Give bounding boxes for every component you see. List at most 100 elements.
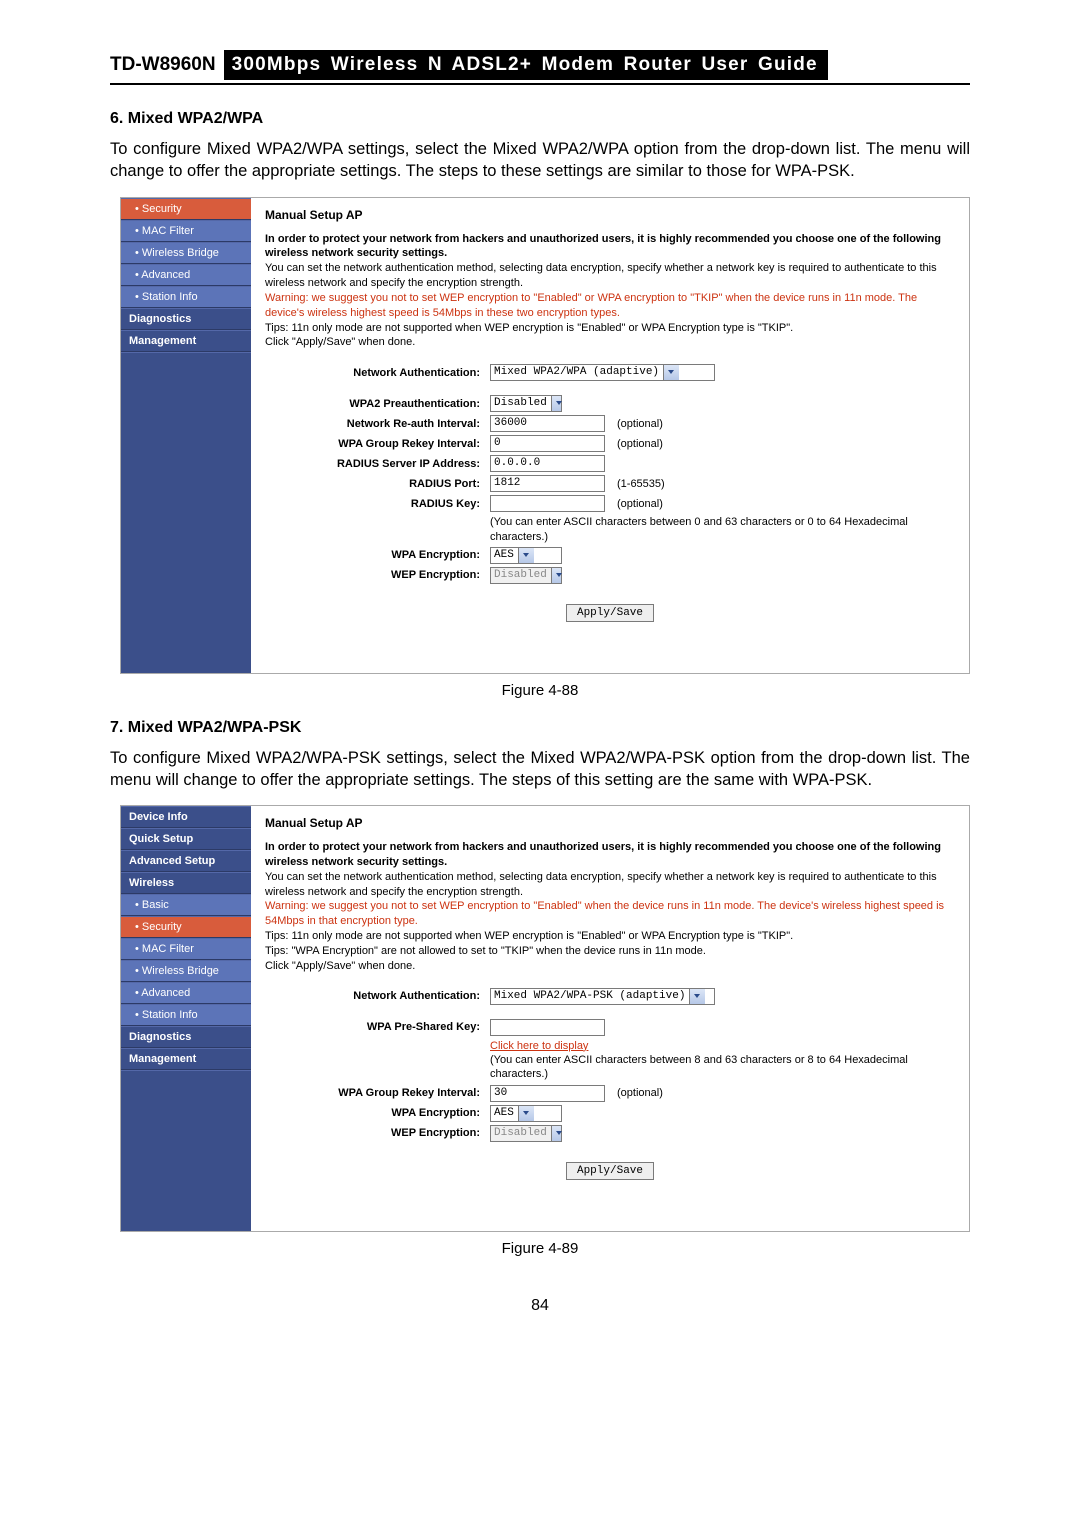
fig89-wep-enc-label: WEP Encryption: [265, 1127, 490, 1139]
sidebar-item[interactable]: Management [121, 1048, 251, 1070]
fig88-radius-ip-label: RADIUS Server IP Address: [265, 458, 490, 470]
fig88-net-auth-label: Network Authentication: [265, 367, 490, 379]
chevron-down-icon [551, 396, 561, 411]
fig88-wep-enc-select: Disabled [490, 567, 562, 584]
fig89-intro: In order to protect your network from ha… [265, 840, 955, 974]
sidebar-item[interactable]: Advanced Setup [121, 850, 251, 872]
fig89-wpa-enc-value: AES [494, 1106, 514, 1121]
sidebar-item[interactable]: • Security [121, 198, 251, 220]
fig88-net-auth-value: Mixed WPA2/WPA (adaptive) [494, 365, 659, 380]
section-7-paragraph: To configure Mixed WPA2/WPA-PSK settings… [110, 747, 970, 792]
sidebar-item[interactable]: • Advanced [121, 264, 251, 286]
sidebar-item[interactable]: Wireless [121, 872, 251, 894]
fig89-wep-enc-select: Disabled [490, 1125, 562, 1142]
fig89-title: Manual Setup AP [265, 816, 955, 830]
fig88-preauth-value: Disabled [494, 396, 547, 411]
sidebar-item[interactable]: Quick Setup [121, 828, 251, 850]
fig89-wpa-enc-label: WPA Encryption: [265, 1107, 490, 1119]
fig88-radius-port-label: RADIUS Port: [265, 478, 490, 490]
fig88-intro-line2: You can set the network authentication m… [265, 262, 937, 289]
fig88-wpa-enc-select[interactable]: AES [490, 547, 562, 564]
fig88-radius-port-input[interactable]: 1812 [490, 475, 605, 492]
fig88-radius-port-note: (1-65535) [617, 478, 665, 490]
fig89-sidebar: Device InfoQuick SetupAdvanced SetupWire… [121, 806, 251, 1231]
fig89-net-auth-select[interactable]: Mixed WPA2/WPA-PSK (adaptive) [490, 988, 715, 1005]
section-6-paragraph: To configure Mixed WPA2/WPA settings, se… [110, 138, 970, 183]
figure-4-89: Device InfoQuick SetupAdvanced SetupWire… [120, 805, 970, 1232]
fig88-reauth-input[interactable]: 36000 [490, 415, 605, 432]
chevron-down-icon [689, 989, 705, 1004]
fig88-radius-key-input[interactable] [490, 495, 605, 512]
sidebar-item[interactable]: • Basic [121, 894, 251, 916]
model-number: TD-W8960N [110, 50, 224, 80]
fig88-preauth-select[interactable]: Disabled [490, 395, 562, 412]
fig88-net-auth-select[interactable]: Mixed WPA2/WPA (adaptive) [490, 364, 715, 381]
chevron-down-icon [518, 1106, 534, 1121]
figure-4-88-caption: Figure 4-88 [110, 682, 970, 699]
sidebar-item[interactable]: • Security [121, 916, 251, 938]
fig89-wpa-enc-select[interactable]: AES [490, 1105, 562, 1122]
sidebar-item[interactable]: • Wireless Bridge [121, 242, 251, 264]
fig88-radius-key-hint: (You can enter ASCII characters between … [490, 515, 955, 544]
fig89-psk-hint: (You can enter ASCII characters between … [490, 1054, 908, 1080]
fig89-psk-display-link[interactable]: Click here to display [490, 1040, 588, 1052]
fig88-intro-warning: Warning: we suggest you not to set WEP e… [265, 292, 917, 319]
fig88-reauth-label: Network Re-auth Interval: [265, 418, 490, 430]
fig88-apply-save-button[interactable]: Apply/Save [566, 604, 654, 622]
fig88-radius-key-label: RADIUS Key: [265, 498, 490, 510]
fig89-intro-tips2: Tips: "WPA Encryption" are not allowed t… [265, 945, 706, 957]
sidebar-item[interactable]: Device Info [121, 806, 251, 828]
section-6-heading: 6. Mixed WPA2/WPA [110, 110, 970, 128]
fig88-sidebar: • Security• MAC Filter• Wireless Bridge•… [121, 198, 251, 673]
sidebar-item[interactable]: Diagnostics [121, 1026, 251, 1048]
chevron-down-icon [551, 1126, 561, 1141]
fig88-rekey-input[interactable]: 0 [490, 435, 605, 452]
fig88-radius-key-note: (optional) [617, 498, 663, 510]
fig88-wpa-enc-value: AES [494, 548, 514, 563]
fig88-intro-tips: Tips: 11n only mode are not supported wh… [265, 322, 793, 334]
fig88-wpa-enc-label: WPA Encryption: [265, 549, 490, 561]
fig88-preauth-label: WPA2 Preauthentication: [265, 398, 490, 410]
sidebar-item[interactable]: Diagnostics [121, 308, 251, 330]
fig89-wep-enc-value: Disabled [494, 1126, 547, 1141]
fig89-rekey-input[interactable]: 30 [490, 1085, 605, 1102]
fig88-wep-enc-label: WEP Encryption: [265, 569, 490, 581]
page-number: 84 [110, 1297, 970, 1315]
section-7-heading: 7. Mixed WPA2/WPA-PSK [110, 719, 970, 737]
figure-4-88: • Security• MAC Filter• Wireless Bridge•… [120, 197, 970, 674]
fig88-rekey-note: (optional) [617, 438, 663, 450]
fig89-net-auth-label: Network Authentication: [265, 990, 490, 1002]
fig88-wep-enc-value: Disabled [494, 568, 547, 583]
fig88-reauth-note: (optional) [617, 418, 663, 430]
fig89-rekey-note: (optional) [617, 1087, 663, 1099]
fig88-intro-bold: In order to protect your network from ha… [265, 233, 941, 260]
sidebar-item[interactable]: • Station Info [121, 1004, 251, 1026]
guide-title: 300Mbps Wireless N ADSL2+ Modem Router U… [224, 50, 828, 80]
fig89-intro-click: Click "Apply/Save" when done. [265, 960, 415, 972]
fig89-psk-input[interactable] [490, 1019, 605, 1036]
fig89-intro-bold: In order to protect your network from ha… [265, 841, 941, 868]
fig89-net-auth-value: Mixed WPA2/WPA-PSK (adaptive) [494, 989, 685, 1004]
fig89-apply-save-button[interactable]: Apply/Save [566, 1162, 654, 1180]
sidebar-item[interactable]: Management [121, 330, 251, 352]
sidebar-item[interactable]: • MAC Filter [121, 938, 251, 960]
figure-4-89-caption: Figure 4-89 [110, 1240, 970, 1257]
fig88-radius-ip-input[interactable]: 0.0.0.0 [490, 455, 605, 472]
sidebar-item[interactable]: • Advanced [121, 982, 251, 1004]
chevron-down-icon [518, 548, 534, 563]
chevron-down-icon [663, 365, 679, 380]
sidebar-item[interactable]: • MAC Filter [121, 220, 251, 242]
fig88-intro-click: Click "Apply/Save" when done. [265, 336, 415, 348]
fig89-intro-tips1: Tips: 11n only mode are not supported wh… [265, 930, 793, 942]
fig89-intro-warning: Warning: we suggest you not to set WEP e… [265, 900, 944, 927]
fig89-rekey-label: WPA Group Rekey Interval: [265, 1087, 490, 1099]
sidebar-item[interactable]: • Wireless Bridge [121, 960, 251, 982]
page-header: TD-W8960N 300Mbps Wireless N ADSL2+ Mode… [110, 50, 970, 85]
fig88-title: Manual Setup AP [265, 208, 955, 222]
chevron-down-icon [551, 568, 561, 583]
fig89-psk-label: WPA Pre-Shared Key: [265, 1021, 490, 1033]
fig88-rekey-label: WPA Group Rekey Interval: [265, 438, 490, 450]
fig88-intro: In order to protect your network from ha… [265, 232, 955, 351]
sidebar-item[interactable]: • Station Info [121, 286, 251, 308]
fig89-intro-line2: You can set the network authentication m… [265, 871, 937, 898]
